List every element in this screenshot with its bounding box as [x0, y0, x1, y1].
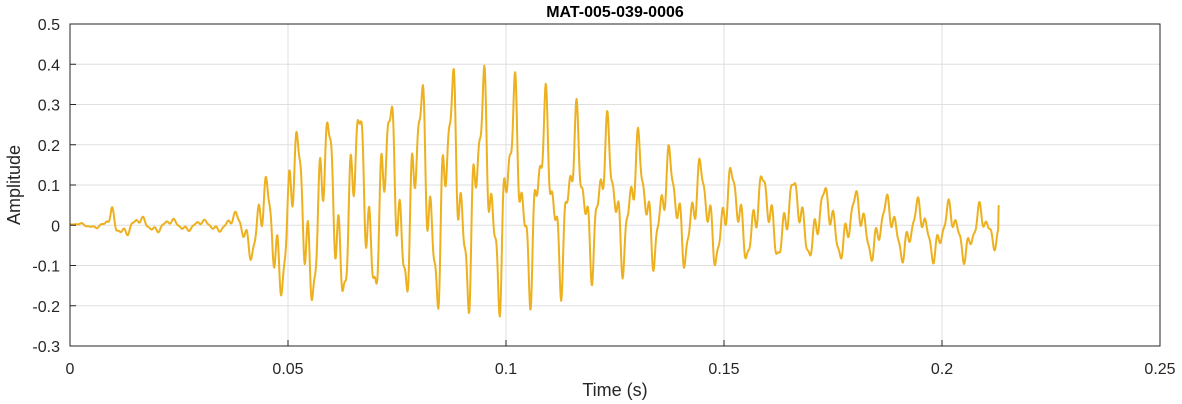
series-layer — [69, 64, 1000, 318]
y-tick-label: -0.3 — [32, 339, 60, 356]
x-tick-label: 0.25 — [1144, 361, 1175, 378]
amplitude-waveform — [69, 64, 1000, 318]
y-tick-label: 0.5 — [38, 17, 60, 34]
y-tick-label: 0.4 — [38, 57, 60, 74]
x-tick-label: 0.2 — [931, 361, 953, 378]
y-tick-label: -0.1 — [32, 259, 60, 276]
x-tick-label: 0.1 — [495, 361, 517, 378]
chart-title: MAT-005-039-0006 — [546, 4, 684, 21]
grid — [70, 24, 1160, 346]
x-tick-label: 0.05 — [272, 361, 303, 378]
y-tick-label: 0.3 — [38, 98, 60, 115]
y-tick-label: 0.2 — [38, 138, 60, 155]
x-axis: 0 0.05 0.1 0.15 0.2 0.25 — [66, 340, 1176, 378]
x-axis-label: Time (s) — [582, 380, 647, 400]
y-tick-label: 0 — [51, 218, 60, 235]
x-tick-label: 0.15 — [708, 361, 739, 378]
x-tick-label: 0 — [66, 361, 75, 378]
y-tick-label: -0.2 — [32, 299, 60, 316]
y-tick-label: 0.1 — [38, 178, 60, 195]
y-axis: -0.3 -0.2 -0.1 0 0.1 0.2 0.3 0.4 0.5 — [32, 17, 76, 356]
y-axis-label: Amplitude — [4, 145, 24, 225]
